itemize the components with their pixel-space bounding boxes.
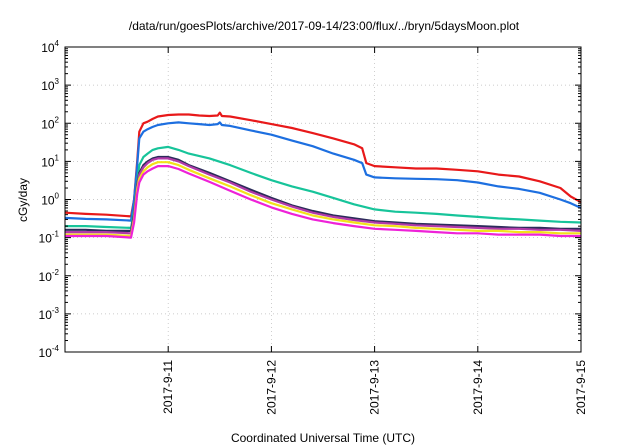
- series-line-2: [64, 121, 582, 222]
- y-tick-label: 101: [41, 153, 59, 169]
- ticks: [65, 46, 582, 353]
- y-tick-label: 10-2: [39, 268, 60, 284]
- x-tick-label: 2017-9-13: [368, 360, 382, 415]
- y-tick-label: 102: [41, 115, 59, 131]
- x-tick-label: 2017-9-12: [264, 360, 278, 415]
- x-tick-label: 2017-9-15: [574, 360, 588, 415]
- y-tick-label: 10-1: [39, 230, 60, 246]
- series-line-6: [65, 161, 581, 238]
- series-line-1: [64, 111, 582, 218]
- y-tick-label: 10-3: [39, 306, 60, 322]
- chart-title: /data/run/goesPlots/archive/2017-09-14/2…: [129, 19, 520, 33]
- grid: [65, 47, 581, 352]
- y-tick-labels: 104 103 102 101 100 10-1 10-2 10-3 10-4: [39, 39, 60, 360]
- x-tick-labels: 2017-9-11 2017-9-12 2017-9-13 2017-9-14 2017…: [161, 360, 588, 415]
- x-tick-label: 2017-9-11: [161, 360, 175, 414]
- x-axis-label: Coordinated Universal Time (UTC): [231, 431, 415, 445]
- plot-frame: [64, 46, 582, 353]
- y-tick-label: 104: [41, 39, 59, 55]
- y-axis-label: cGy/day: [16, 178, 30, 222]
- series-layer: [64, 111, 582, 239]
- x-tick-label: 2017-9-14: [471, 360, 485, 415]
- y-tick-label: 10-4: [39, 344, 60, 360]
- y-tick-label: 103: [41, 77, 59, 93]
- series-line-7: [65, 165, 581, 239]
- y-tick-label: 100: [41, 192, 59, 208]
